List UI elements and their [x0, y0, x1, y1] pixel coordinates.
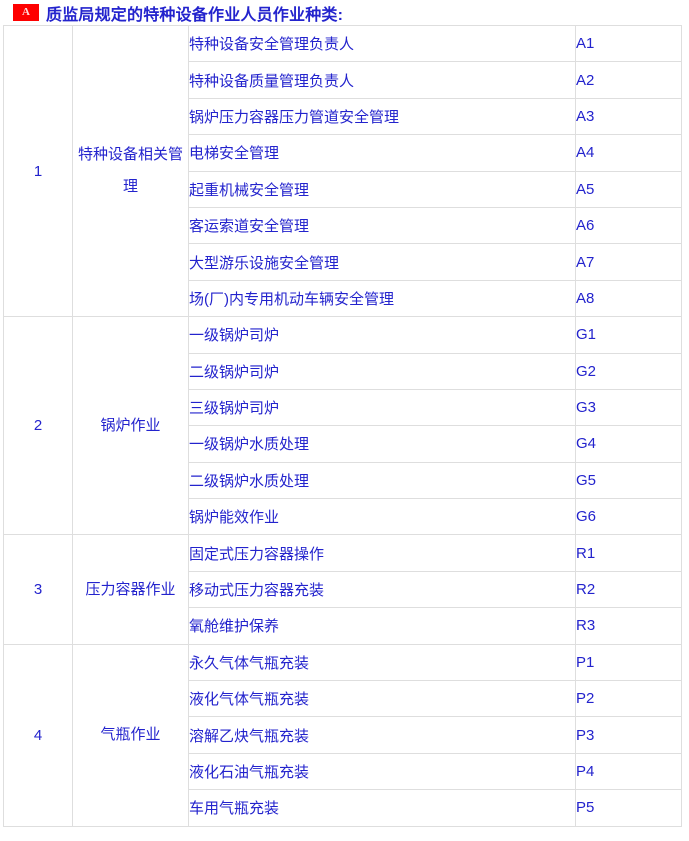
job-type-name-cell: 场(厂)内专用机动车辆安全管理 — [188, 280, 576, 318]
table-row: 液化石油气瓶充装 P4 — [4, 753, 682, 791]
job-type-code-cell: A7 — [575, 243, 682, 281]
table-row: 锅炉能效作业 G6 — [4, 498, 682, 536]
job-type-name-cell: 起重机械安全管理 — [188, 171, 576, 208]
job-type-code-cell: A5 — [575, 171, 682, 208]
job-type-name-cell: 二级锅炉水质处理 — [188, 462, 576, 500]
group-category-cell: 锅炉作业 — [72, 316, 189, 536]
table-row: 特种设备质量管理负责人 A2 — [4, 61, 682, 99]
table-row: 三级锅炉司炉 G3 — [4, 389, 682, 427]
group-index-cell: 2 — [3, 316, 73, 536]
job-type-code-cell: G3 — [575, 389, 682, 427]
job-type-code-cell: P1 — [575, 644, 682, 682]
job-type-name-cell: 客运索道安全管理 — [188, 207, 576, 245]
job-type-name-cell: 锅炉能效作业 — [188, 498, 576, 536]
table-row: 二级锅炉司炉 G2 — [4, 353, 682, 390]
table-row: 液化气体气瓶充装 P2 — [4, 680, 682, 718]
job-type-code-cell: G2 — [575, 353, 682, 390]
job-type-name-cell: 特种设备质量管理负责人 — [188, 61, 576, 99]
job-type-code-cell: G1 — [575, 316, 682, 354]
job-type-code-cell: A2 — [575, 61, 682, 99]
job-type-name-cell: 特种设备安全管理负责人 — [188, 25, 576, 63]
table-row: 电梯安全管理 A4 — [4, 134, 682, 172]
group-category-cell: 特种设备相关管理 — [72, 25, 189, 318]
job-type-code-cell: R2 — [575, 571, 682, 609]
job-type-code-cell: A3 — [575, 98, 682, 136]
table-row: 大型游乐设施安全管理 A7 — [4, 243, 682, 281]
job-type-name-cell: 移动式压力容器充装 — [188, 571, 576, 609]
job-type-name-cell: 大型游乐设施安全管理 — [188, 243, 576, 281]
job-type-code-cell: P2 — [575, 680, 682, 718]
group-index-cell: 1 — [3, 25, 73, 318]
table-container: 1 特种设备相关管理 特种设备安全管理负责人 A1 特种设备质量管理负责人 A2 锅炉压力容… — [0, 25, 689, 827]
table-row: 锅炉压力容器压力管道安全管理 A3 — [4, 98, 682, 136]
job-type-name-cell: 氧舱维护保养 — [188, 607, 576, 645]
job-type-code-cell: R3 — [575, 607, 682, 645]
page-title: 质监局规定的特种设备作业人员作业种类: — [46, 6, 344, 24]
table-row: 氧舱维护保养 R3 — [4, 607, 682, 645]
table-row: 溶解乙炔气瓶充装 P3 — [4, 716, 682, 754]
table-row: 客运索道安全管理 A6 — [4, 207, 682, 245]
special-equipment-job-types-table: 1 特种设备相关管理 特种设备安全管理负责人 A1 特种设备质量管理负责人 A2 锅炉压力容… — [3, 25, 682, 827]
page-header: A 质监局规定的特种设备作业人员作业种类: — [0, 0, 689, 25]
job-type-code-cell: P4 — [575, 753, 682, 791]
table-row: 起重机械安全管理 A5 — [4, 171, 682, 208]
job-type-code-cell: G6 — [575, 498, 682, 536]
group-category-cell: 气瓶作业 — [72, 644, 189, 827]
table-row: 车用气瓶充装 P5 — [4, 789, 682, 827]
job-type-name-cell: 固定式压力容器操作 — [188, 534, 576, 572]
job-type-code-cell: G4 — [575, 425, 682, 463]
job-type-name-cell: 三级锅炉司炉 — [188, 389, 576, 427]
table-row: 二级锅炉水质处理 G5 — [4, 462, 682, 500]
red-marker-badge-icon: A — [13, 4, 39, 21]
table-row: 一级锅炉水质处理 G4 — [4, 425, 682, 463]
group-category-cell: 压力容器作业 — [72, 534, 189, 645]
job-type-code-cell: G5 — [575, 462, 682, 500]
job-type-name-cell: 液化气体气瓶充装 — [188, 680, 576, 718]
job-type-code-cell: P5 — [575, 789, 682, 827]
job-type-code-cell: A8 — [575, 280, 682, 318]
table-row: 移动式压力容器充装 R2 — [4, 571, 682, 609]
job-type-name-cell: 电梯安全管理 — [188, 134, 576, 172]
job-type-name-cell: 二级锅炉司炉 — [188, 353, 576, 390]
job-type-code-cell: A4 — [575, 134, 682, 172]
job-type-name-cell: 一级锅炉司炉 — [188, 316, 576, 354]
job-type-code-cell: P3 — [575, 716, 682, 754]
job-type-code-cell: A1 — [575, 25, 682, 63]
table-body: 1 特种设备相关管理 特种设备安全管理负责人 A1 特种设备质量管理负责人 A2 锅炉压力容… — [3, 25, 682, 827]
job-type-name-cell: 液化石油气瓶充装 — [188, 753, 576, 791]
table-row: 2 锅炉作业 一级锅炉司炉 G1 — [3, 316, 682, 536]
job-type-name-cell: 溶解乙炔气瓶充装 — [188, 716, 576, 754]
table-row: 场(厂)内专用机动车辆安全管理 A8 — [4, 280, 682, 318]
table-row: 1 特种设备相关管理 特种设备安全管理负责人 A1 — [3, 25, 682, 318]
job-type-code-cell: R1 — [575, 534, 682, 572]
job-type-code-cell: A6 — [575, 207, 682, 245]
job-type-name-cell: 锅炉压力容器压力管道安全管理 — [188, 98, 576, 136]
group-index-cell: 3 — [3, 534, 73, 645]
job-type-name-cell: 永久气体气瓶充装 — [188, 644, 576, 682]
job-type-name-cell: 一级锅炉水质处理 — [188, 425, 576, 463]
group-index-cell: 4 — [3, 644, 73, 827]
table-row: 4 气瓶作业 永久气体气瓶充装 P1 — [3, 644, 682, 827]
job-type-name-cell: 车用气瓶充装 — [188, 789, 576, 827]
table-row: 3 压力容器作业 固定式压力容器操作 R1 — [3, 534, 682, 645]
